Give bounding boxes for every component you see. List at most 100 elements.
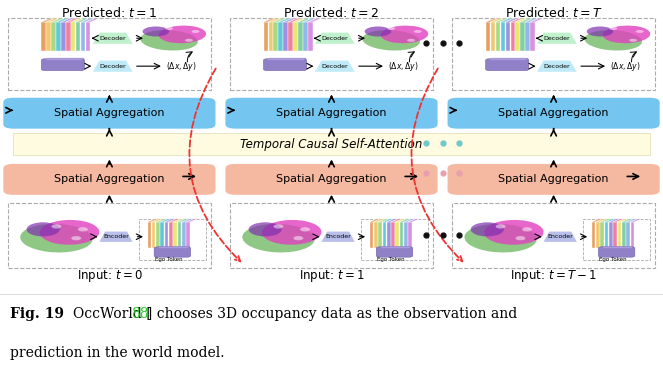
Text: prediction in the world model.: prediction in the world model. — [10, 346, 225, 360]
Polygon shape — [82, 18, 93, 22]
Polygon shape — [391, 219, 402, 222]
Polygon shape — [544, 231, 577, 242]
Text: Encoder: Encoder — [548, 234, 573, 239]
Bar — [169, 222, 173, 248]
Polygon shape — [609, 219, 620, 222]
Polygon shape — [284, 18, 296, 22]
Text: Ego Token: Ego Token — [599, 257, 627, 262]
Polygon shape — [596, 219, 607, 222]
Bar — [501, 22, 505, 52]
Bar — [511, 22, 514, 52]
Text: Temporal Causal Self-Attention: Temporal Causal Self-Attention — [240, 138, 423, 150]
Polygon shape — [379, 219, 389, 222]
Ellipse shape — [609, 27, 617, 30]
Bar — [404, 222, 408, 248]
FancyBboxPatch shape — [598, 247, 635, 257]
FancyBboxPatch shape — [448, 164, 660, 195]
Polygon shape — [160, 219, 171, 222]
Polygon shape — [496, 18, 508, 22]
Polygon shape — [404, 219, 415, 222]
Bar — [174, 222, 177, 248]
Ellipse shape — [387, 27, 395, 30]
FancyBboxPatch shape — [225, 98, 438, 129]
Text: Decoder: Decoder — [322, 64, 348, 69]
Text: $(\Delta x, \Delta y)$: $(\Delta x, \Delta y)$ — [388, 60, 418, 73]
Ellipse shape — [464, 224, 537, 253]
Text: Encoder: Encoder — [326, 234, 351, 239]
Polygon shape — [315, 61, 355, 72]
Text: Predicted: $t=T$: Predicted: $t=T$ — [505, 6, 603, 20]
Bar — [631, 222, 634, 248]
Polygon shape — [383, 219, 393, 222]
Ellipse shape — [143, 26, 169, 37]
Text: $(\Delta x, \Delta y)$: $(\Delta x, \Delta y)$ — [166, 60, 196, 73]
Bar — [605, 222, 609, 248]
Polygon shape — [501, 18, 512, 22]
Ellipse shape — [192, 30, 200, 33]
Polygon shape — [530, 18, 542, 22]
Bar — [76, 22, 80, 52]
Bar — [516, 22, 520, 52]
Bar — [278, 22, 282, 52]
FancyBboxPatch shape — [13, 133, 650, 155]
FancyArrowPatch shape — [412, 69, 462, 261]
FancyBboxPatch shape — [41, 59, 85, 70]
Ellipse shape — [484, 220, 544, 245]
Polygon shape — [485, 18, 498, 22]
FancyBboxPatch shape — [3, 98, 215, 129]
Bar — [298, 22, 302, 52]
Bar — [269, 22, 272, 52]
Bar — [52, 22, 56, 52]
Text: $(\Delta x, \Delta y)$: $(\Delta x, \Delta y)$ — [610, 60, 640, 73]
Bar — [506, 22, 510, 52]
FancyArrowPatch shape — [190, 69, 240, 261]
Polygon shape — [182, 219, 193, 222]
Ellipse shape — [603, 26, 650, 43]
Bar — [622, 222, 626, 248]
Ellipse shape — [471, 222, 504, 236]
Bar — [86, 22, 90, 52]
Ellipse shape — [293, 236, 304, 240]
Bar — [613, 222, 617, 248]
Bar — [274, 22, 278, 52]
Polygon shape — [41, 18, 54, 22]
Ellipse shape — [365, 26, 391, 37]
Polygon shape — [520, 18, 532, 22]
Polygon shape — [72, 18, 84, 22]
Text: Encoder: Encoder — [103, 234, 129, 239]
Polygon shape — [537, 33, 577, 44]
Text: Ego Token: Ego Token — [155, 257, 183, 262]
Bar — [618, 222, 621, 248]
Polygon shape — [174, 219, 184, 222]
Text: Input: $t=0$: Input: $t=0$ — [76, 268, 143, 284]
Bar — [395, 222, 399, 248]
FancyBboxPatch shape — [485, 59, 529, 70]
Bar — [391, 222, 395, 248]
Bar — [601, 222, 604, 248]
Bar — [284, 22, 288, 52]
Ellipse shape — [495, 224, 505, 228]
Text: Ego Token: Ego Token — [377, 257, 405, 262]
Ellipse shape — [141, 30, 198, 51]
Ellipse shape — [381, 26, 428, 43]
Text: Spatial Aggregation: Spatial Aggregation — [499, 175, 609, 184]
Polygon shape — [148, 219, 158, 222]
Polygon shape — [387, 219, 398, 222]
Polygon shape — [400, 219, 410, 222]
Bar — [56, 22, 60, 52]
Ellipse shape — [78, 227, 88, 231]
Polygon shape — [52, 18, 64, 22]
Polygon shape — [622, 219, 633, 222]
Text: Fig. 19: Fig. 19 — [10, 307, 64, 320]
Bar — [152, 222, 156, 248]
Polygon shape — [264, 18, 276, 22]
Bar — [526, 22, 530, 52]
Ellipse shape — [262, 220, 322, 245]
Polygon shape — [537, 61, 577, 72]
Ellipse shape — [407, 39, 415, 42]
Polygon shape — [491, 18, 503, 22]
Text: Decoder: Decoder — [544, 36, 570, 41]
Polygon shape — [379, 247, 412, 248]
Polygon shape — [631, 219, 641, 222]
Bar — [160, 222, 164, 248]
